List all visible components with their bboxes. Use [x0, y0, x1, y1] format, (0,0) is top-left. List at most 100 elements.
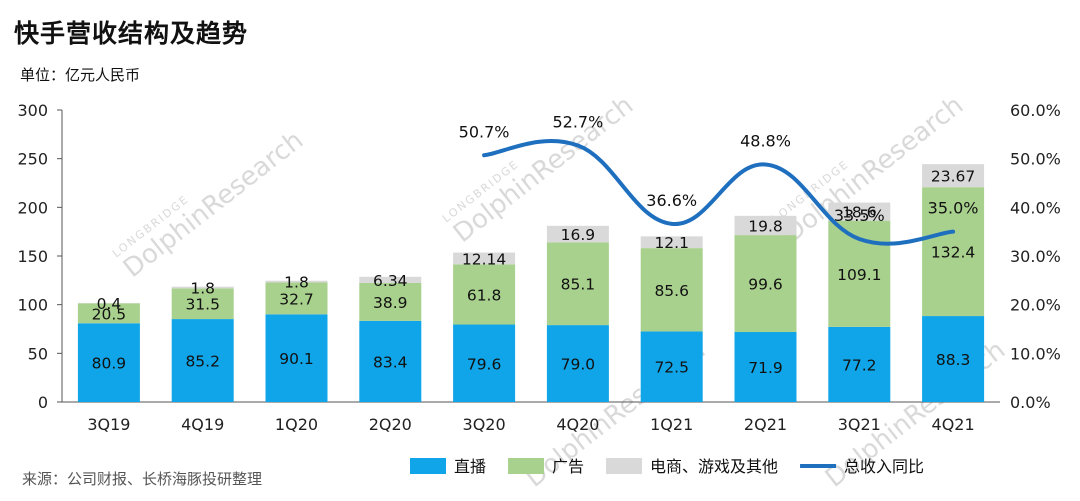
bar-segment: [171, 288, 234, 320]
bar-segment: [359, 282, 422, 321]
data-label-ads: 109.1: [837, 266, 881, 284]
bar-segment: [546, 225, 609, 243]
bar-segment: [734, 235, 797, 333]
bar-segment: [640, 236, 703, 249]
x-tick-label: 1Q20: [275, 415, 318, 434]
data-label-ads: 32.7: [279, 290, 314, 308]
bar-segment: [453, 264, 516, 325]
y-tick-label-right: 30.0%: [1010, 247, 1061, 266]
legend-label: 总收入同比: [844, 457, 924, 476]
bar-segment: [546, 242, 609, 326]
legend-swatch: [410, 458, 446, 474]
x-tick-label: 4Q21: [932, 415, 975, 434]
x-tick-label: 2Q21: [744, 415, 787, 434]
bar-segment: [640, 248, 703, 332]
yoy-data-label: 52.7%: [552, 113, 603, 132]
data-label-live: 72.5: [654, 359, 689, 377]
bar-segment: [171, 286, 234, 289]
data-label-live: 83.4: [373, 353, 408, 371]
data-label-ads: 31.5: [185, 296, 220, 314]
data-label-other: 6.34: [373, 272, 408, 290]
y-tick-label-right: 50.0%: [1010, 150, 1061, 169]
yoy-data-label: 36.6%: [646, 191, 697, 210]
data-label-ads: 99.6: [748, 276, 783, 294]
source-note: 来源：公司财报、长桥海豚投研整理: [22, 470, 263, 488]
data-label-other: 12.14: [462, 250, 506, 268]
bar-segment: [453, 324, 516, 402]
bar-segment: [922, 164, 985, 188]
y-tick-label-right: 20.0%: [1010, 296, 1061, 315]
legend-label: 电商、游戏及其他: [650, 457, 778, 476]
bar-segment: [171, 319, 234, 402]
x-tick-label: 3Q19: [87, 415, 130, 434]
legend-swatch: [508, 458, 545, 474]
x-tick-label: 4Q19: [181, 415, 224, 434]
yoy-data-label: 50.7%: [459, 122, 510, 141]
data-label-other: 12.1: [654, 234, 689, 252]
bar-segment: [265, 282, 328, 315]
bar-segment: [453, 252, 516, 265]
x-tick-label: 3Q21: [838, 415, 881, 434]
data-label-live: 80.9: [92, 355, 127, 373]
data-label-ads: 38.9: [373, 294, 408, 312]
legend-label: 直播: [454, 457, 486, 476]
y-tick-label-right: 10.0%: [1010, 344, 1061, 363]
yoy-data-label: 35.0%: [928, 199, 979, 218]
x-tick-label: 4Q20: [556, 415, 599, 434]
data-label-ads: 85.1: [561, 276, 596, 294]
y-tick-label-right: 0.0%: [1010, 393, 1051, 412]
bar-segment: [922, 316, 985, 402]
data-label-other: 23.67: [931, 168, 975, 186]
x-tick-label: 3Q20: [463, 415, 506, 434]
legend-swatch: [606, 458, 643, 474]
y-tick-label-left: 250: [17, 150, 48, 169]
yoy-line: [482, 139, 956, 246]
bar-segment: [734, 215, 797, 236]
legend-label: 广告: [552, 457, 584, 476]
data-label-live: 77.2: [842, 356, 877, 374]
data-label-ads: 61.8: [467, 286, 502, 304]
bar-segment: [359, 320, 422, 402]
bar-segment: [734, 332, 797, 402]
y-tick-label-right: 40.0%: [1010, 198, 1061, 217]
y-tick-label-left: 300: [17, 101, 48, 120]
bar-segment: [265, 280, 328, 283]
yoy-data-label: 33.5%: [834, 206, 885, 225]
chart-title: 快手营收结构及趋势: [14, 19, 249, 48]
y-tick-label-left: 100: [17, 296, 48, 315]
bar-segment: [922, 187, 985, 317]
bar-segment: [359, 276, 422, 283]
bar-segment: [77, 323, 140, 402]
data-label-other: 1.8: [190, 280, 215, 298]
bar-segment: [77, 303, 140, 324]
data-label-other: 0.4: [97, 295, 122, 313]
data-label-other: 1.8: [284, 274, 309, 292]
x-tick-label: 2Q20: [369, 415, 412, 434]
bar-segment: [546, 325, 609, 402]
data-label-live: 71.9: [748, 359, 783, 377]
y-tick-label-left: 200: [17, 198, 48, 217]
data-label-ads: 132.4: [931, 244, 975, 262]
data-label-other: 16.9: [561, 226, 596, 244]
data-label-ads: 85.6: [654, 282, 689, 300]
yoy-data-label: 48.8%: [740, 132, 791, 151]
data-label-live: 79.0: [561, 356, 596, 374]
data-label-live: 88.3: [936, 351, 971, 369]
y-tick-label-right: 60.0%: [1010, 101, 1061, 120]
y-tick-label-left: 0: [38, 393, 48, 412]
unit-label: 单位：亿元人民币: [20, 66, 141, 84]
y-tick-label-left: 50: [28, 344, 48, 363]
data-label-live: 85.2: [185, 353, 220, 371]
data-label-live: 79.6: [467, 355, 502, 373]
bar-segment: [640, 331, 703, 402]
data-label-live: 90.1: [279, 350, 314, 368]
y-tick-label-left: 150: [17, 247, 48, 266]
data-label-ads: 20.5: [92, 305, 127, 323]
bar-segment: [828, 326, 891, 402]
data-label-other: 19.8: [748, 217, 783, 235]
x-tick-label: 1Q21: [650, 415, 693, 434]
data-label-other: 18.6: [842, 204, 877, 222]
bar-segment: [265, 314, 328, 402]
